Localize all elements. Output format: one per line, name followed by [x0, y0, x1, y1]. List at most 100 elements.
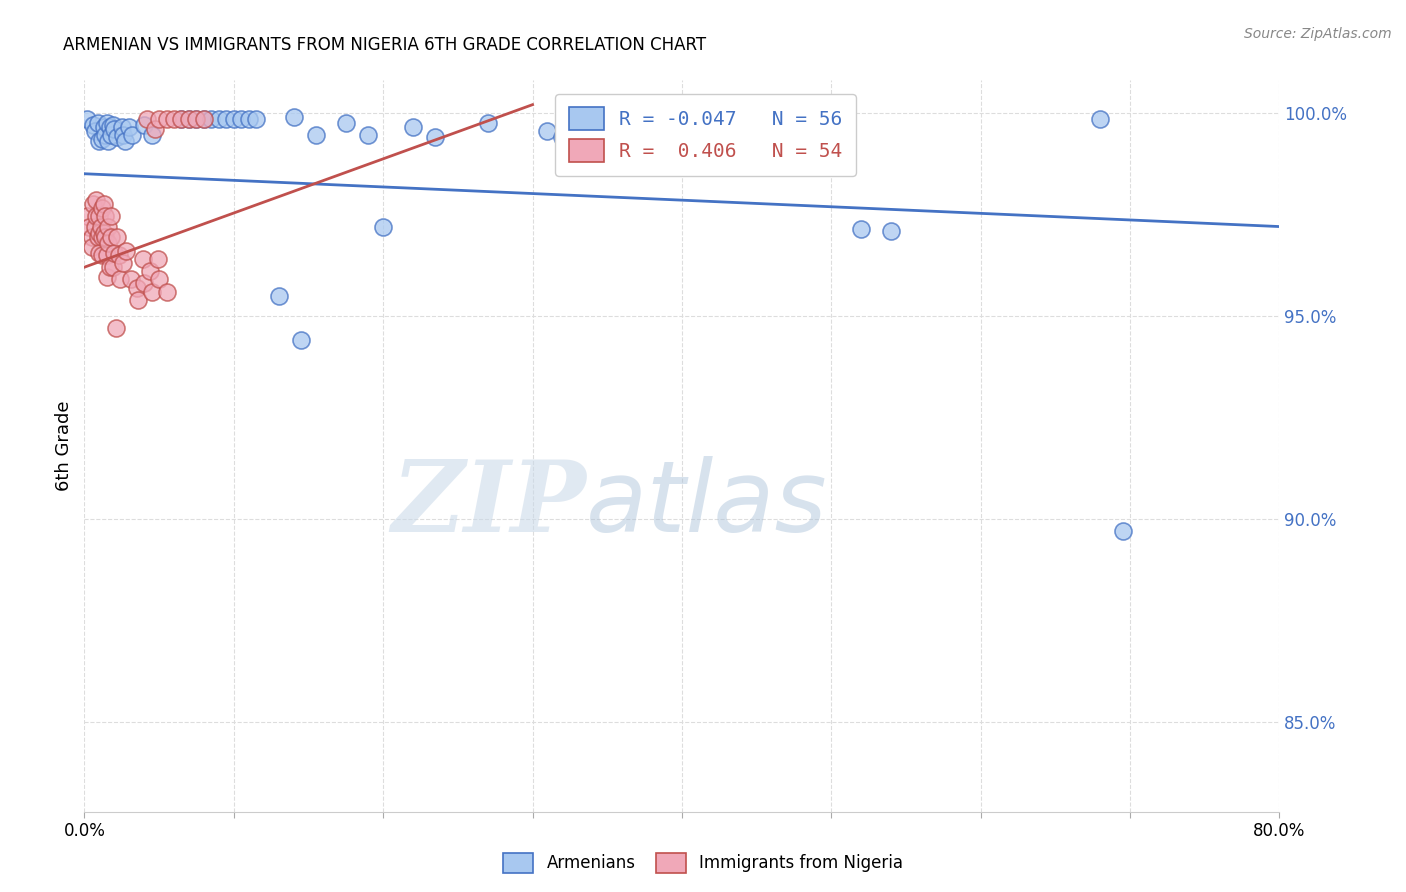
Point	[121, 128, 143, 142]
Point	[76, 210, 98, 224]
Point	[86, 210, 108, 224]
Point	[193, 112, 215, 126]
Point	[283, 110, 305, 124]
Point	[96, 270, 118, 285]
Point	[96, 116, 118, 130]
Point	[111, 120, 134, 134]
Point	[105, 229, 128, 244]
Point	[208, 112, 231, 126]
Point	[100, 229, 122, 244]
Point	[89, 210, 111, 224]
Point	[83, 124, 105, 138]
Text: ZIP: ZIP	[391, 457, 586, 553]
Point	[87, 116, 110, 130]
Point	[155, 285, 177, 299]
Text: atlas: atlas	[586, 456, 828, 553]
Point	[200, 112, 222, 126]
Point	[91, 132, 114, 146]
Point	[267, 288, 290, 302]
Point	[238, 112, 260, 126]
Point	[76, 112, 98, 126]
Point	[851, 221, 873, 235]
Point	[1111, 524, 1133, 539]
Point	[112, 256, 135, 270]
Point	[373, 219, 395, 234]
Point	[104, 321, 127, 335]
Point	[127, 293, 149, 307]
Point	[231, 112, 253, 126]
Point	[222, 112, 245, 126]
Point	[103, 122, 125, 136]
Point	[536, 124, 558, 138]
Point	[105, 130, 128, 145]
Point	[177, 112, 200, 126]
Point	[186, 112, 208, 126]
Point	[83, 219, 105, 234]
Point	[89, 134, 111, 148]
Point	[91, 229, 114, 244]
Point	[693, 134, 716, 148]
Point	[186, 112, 208, 126]
Point	[101, 118, 124, 132]
Point	[120, 272, 142, 286]
Point	[103, 246, 125, 260]
Point	[110, 272, 132, 286]
Point	[112, 128, 135, 142]
Point	[80, 229, 103, 244]
Text: Source: ZipAtlas.com: Source: ZipAtlas.com	[1244, 27, 1392, 41]
Point	[98, 260, 121, 275]
Point	[82, 197, 104, 211]
Point	[551, 130, 574, 145]
Point	[139, 264, 162, 278]
Point	[146, 252, 169, 266]
Point	[132, 277, 156, 291]
Point	[170, 112, 193, 126]
Point	[80, 240, 103, 254]
Point	[143, 122, 166, 136]
Point	[626, 124, 648, 138]
Point	[94, 229, 117, 244]
Point	[93, 226, 115, 240]
Point	[136, 112, 159, 126]
Legend: Armenians, Immigrants from Nigeria: Armenians, Immigrants from Nigeria	[496, 847, 910, 880]
Point	[880, 224, 903, 238]
Point	[89, 226, 111, 240]
Point	[100, 210, 122, 224]
Y-axis label: 6th Grade: 6th Grade	[55, 401, 73, 491]
Point	[581, 118, 603, 132]
Point	[132, 118, 156, 132]
Point	[87, 229, 110, 244]
Point	[335, 116, 357, 130]
Point	[77, 219, 100, 234]
Point	[96, 248, 118, 262]
Point	[91, 248, 114, 262]
Point	[723, 134, 745, 148]
Point	[163, 112, 186, 126]
Point	[100, 128, 122, 142]
Point	[93, 197, 115, 211]
Point	[86, 193, 108, 207]
Point	[193, 112, 215, 126]
Point	[90, 219, 112, 234]
Point	[89, 246, 111, 260]
Text: ARMENIAN VS IMMIGRANTS FROM NIGERIA 6TH GRADE CORRELATION CHART: ARMENIAN VS IMMIGRANTS FROM NIGERIA 6TH …	[63, 36, 706, 54]
Point	[357, 128, 380, 142]
Point	[686, 128, 709, 142]
Legend: R = -0.047   N = 56, R =  0.406   N = 54: R = -0.047 N = 56, R = 0.406 N = 54	[555, 94, 856, 176]
Point	[93, 120, 115, 134]
Point	[94, 210, 117, 224]
Point	[245, 112, 267, 126]
Point	[118, 120, 141, 134]
Point	[125, 280, 148, 294]
Point	[101, 260, 124, 275]
Point	[170, 112, 193, 126]
Point	[148, 272, 170, 286]
Point	[114, 134, 136, 148]
Point	[91, 201, 114, 215]
Point	[141, 128, 163, 142]
Point	[477, 116, 499, 130]
Point	[97, 134, 120, 148]
Point	[148, 112, 170, 126]
Point	[115, 244, 138, 258]
Point	[97, 219, 120, 234]
